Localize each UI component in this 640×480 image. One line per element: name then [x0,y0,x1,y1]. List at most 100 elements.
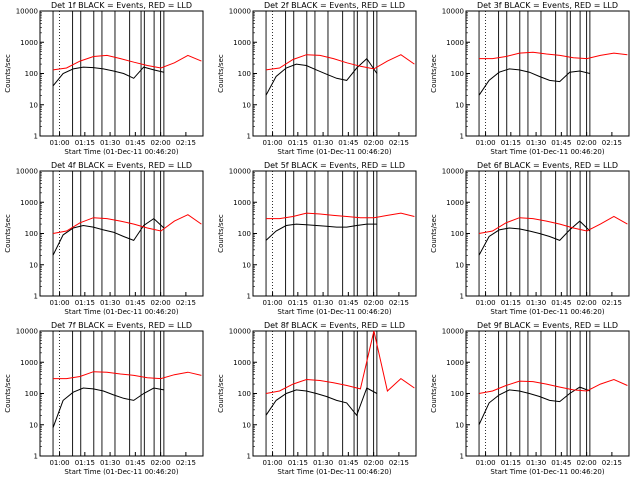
x-tick-label: 02:00 [364,459,384,467]
plot-frame [252,170,417,297]
chart-panel-1: Det 1f BLACK = Events, RED = LLD 1 10 100 10… [4,1,204,156]
events-series-line [478,68,591,96]
lld-series-line [53,371,202,380]
y-tick-label: 10 [455,101,464,109]
x-tick-label: 01:00 [49,139,69,147]
y-tick-label: 10000 [442,328,464,336]
x-tick-label: 01:00 [262,299,282,307]
x-tick-label: 01:00 [475,459,495,467]
y-tick-label: 1000 [233,359,251,367]
x-tick-label: 01:00 [49,459,69,467]
chart-title: Det 7f BLACK = Events, RED = LLD [51,321,192,330]
events-series-line [265,387,378,417]
x-axis-label: Start Time (01-Dec-11 00:46:20) [490,308,604,316]
y-tick-label: 10000 [442,168,464,176]
x-tick-label: 01:15 [288,459,308,467]
x-tick-label: 01:00 [262,459,282,467]
x-tick-label: 02:15 [602,459,622,467]
y-tick-label: 100 [25,390,38,398]
x-tick-label: 02:15 [389,459,409,467]
y-tick-label: 100 [25,70,38,78]
y-tick-label: 1 [460,293,464,301]
x-tick-label: 01:45 [125,459,145,467]
lld-series-line [479,51,628,60]
x-axis-label: Start Time (01-Dec-11 00:46:20) [490,148,604,156]
y-tick-label: 10000 [442,8,464,16]
events-series-line [265,57,378,96]
y-tick-label: 10000 [229,328,251,336]
y-tick-label: 10 [242,261,251,269]
x-tick-label: 01:30 [100,459,120,467]
y-axis-label: Counts/sec [4,374,12,413]
chart-panel-9: Det 9f BLACK = Events, RED = LLD 1 10 100 10… [430,321,630,476]
x-tick-label: 02:15 [176,459,196,467]
x-tick-label: 01:30 [313,139,333,147]
x-tick-label: 01:30 [526,139,546,147]
chart-panel-8: Det 8f BLACK = Events, RED = LLD 1 10 100 10… [217,321,417,476]
x-axis-label: Start Time (01-Dec-11 00:46:20) [277,148,391,156]
x-tick-label: 01:15 [75,459,95,467]
y-tick-label: 1000 [20,199,38,207]
x-tick-label: 02:00 [364,299,384,307]
chart-title: Det 2f BLACK = Events, RED = LLD [264,1,405,10]
y-tick-label: 1 [34,133,38,141]
x-tick-label: 01:45 [338,299,358,307]
y-tick-label: 1 [460,453,464,461]
x-axis-label: Start Time (01-Dec-11 00:46:20) [64,148,178,156]
x-tick-label: 02:15 [389,299,409,307]
x-axis-label: Start Time (01-Dec-11 00:46:20) [64,308,178,316]
x-tick-label: 02:15 [602,139,622,147]
y-tick-label: 10000 [16,328,38,336]
x-tick-label: 01:15 [501,459,521,467]
x-tick-label: 02:00 [151,299,171,307]
y-tick-label: 1000 [233,39,251,47]
x-tick-label: 01:00 [475,299,495,307]
plot-frame [465,170,630,297]
y-tick-label: 10 [29,421,38,429]
plot-frame [465,10,630,137]
x-tick-label: 01:30 [100,139,120,147]
y-tick-label: 1 [247,133,251,141]
chart-title: Det 6f BLACK = Events, RED = LLD [477,161,618,170]
x-tick-label: 01:15 [75,139,95,147]
chart-panel-4: Det 4f BLACK = Events, RED = LLD 1 10 100 10… [4,161,204,316]
x-tick-label: 02:00 [151,139,171,147]
chart-title: Det 8f BLACK = Events, RED = LLD [264,321,405,330]
x-tick-label: 01:15 [288,299,308,307]
chart-title: Det 1f BLACK = Events, RED = LLD [51,1,192,10]
plot-frame [39,330,204,457]
x-tick-label: 01:30 [526,299,546,307]
x-axis-label: Start Time (01-Dec-11 00:46:20) [277,468,391,476]
lld-series-line [52,54,202,71]
x-tick-label: 02:00 [151,459,171,467]
x-axis-label: Start Time (01-Dec-11 00:46:20) [277,308,391,316]
x-tick-label: 01:30 [100,299,120,307]
x-tick-label: 01:15 [288,139,308,147]
y-tick-label: 1 [34,453,38,461]
x-axis-label: Start Time (01-Dec-11 00:46:20) [64,468,178,476]
y-tick-label: 100 [25,230,38,238]
chart-title: Det 9f BLACK = Events, RED = LLD [477,321,618,330]
y-tick-label: 10000 [16,168,38,176]
x-tick-label: 02:00 [577,139,597,147]
x-tick-label: 01:00 [475,139,495,147]
x-tick-label: 01:45 [551,299,571,307]
lld-series-line [52,214,202,234]
x-tick-label: 01:30 [313,299,333,307]
y-axis-label: Counts/sec [217,374,225,413]
y-tick-label: 10 [455,421,464,429]
y-tick-label: 1000 [233,199,251,207]
x-tick-label: 01:00 [262,139,282,147]
x-tick-label: 01:45 [551,459,571,467]
chart-title: Det 3f BLACK = Events, RED = LLD [477,1,618,10]
y-tick-label: 10 [242,421,251,429]
events-series-line [52,66,165,87]
x-tick-label: 01:45 [338,139,358,147]
chart-panel-5: Det 5f BLACK = Events, RED = LLD 1 10 100 10… [217,161,417,316]
x-tick-label: 02:15 [176,299,196,307]
y-tick-label: 100 [238,390,251,398]
events-series-line [52,387,164,428]
y-tick-label: 10 [455,261,464,269]
x-tick-label: 01:45 [551,139,571,147]
